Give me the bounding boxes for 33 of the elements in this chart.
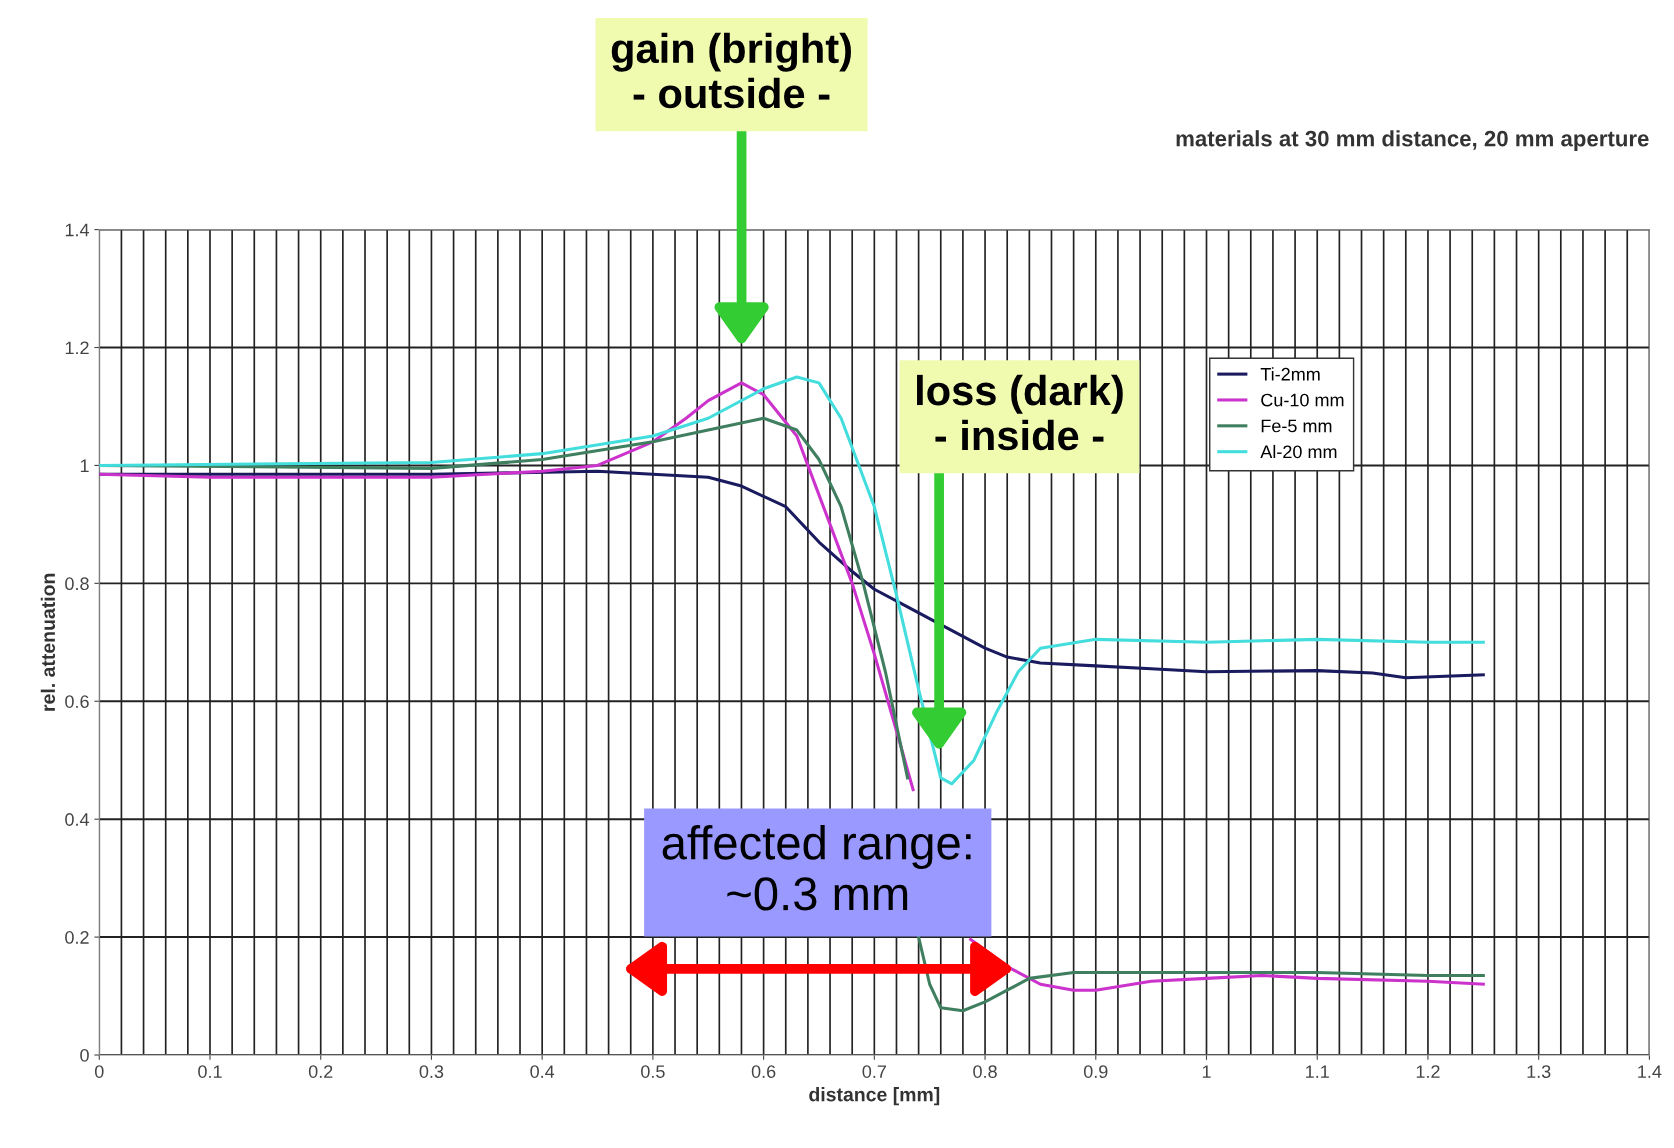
y-tick-label: 0.2 bbox=[65, 931, 89, 944]
x-tick-label: 0.4 bbox=[530, 1065, 555, 1078]
x-tick-label: 0.5 bbox=[641, 1065, 665, 1078]
y-tick-label: 0.6 bbox=[65, 695, 89, 708]
x-tick-label: 0 bbox=[94, 1065, 104, 1078]
legend-label: Al-20 mm bbox=[1260, 444, 1337, 459]
chart-title: materials at 30 mm distance, 20 mm aperture bbox=[1176, 130, 1649, 151]
x-tick-label: 1.1 bbox=[1306, 1065, 1329, 1078]
x-tick-label: 1 bbox=[1202, 1065, 1211, 1078]
x-tick-label: 0.6 bbox=[751, 1065, 776, 1078]
text: gain (bright) - outside - bbox=[611, 32, 851, 109]
x-tick-label: 1.2 bbox=[1416, 1065, 1440, 1078]
x-tick-label: 0.3 bbox=[419, 1065, 444, 1078]
annotation: loss (dark) - inside - bbox=[917, 374, 1123, 451]
y-tick-label: 0 bbox=[80, 1048, 89, 1062]
y-tick-label: 1.4 bbox=[65, 223, 90, 237]
y-axis-title: rel. attenuation bbox=[40, 573, 56, 711]
x-tick-label: 1.3 bbox=[1527, 1065, 1551, 1078]
x-tick-label: 1.4 bbox=[1638, 1065, 1662, 1078]
legend-label: Fe-5 mm bbox=[1261, 419, 1332, 433]
x-tick-label: 0.8 bbox=[973, 1065, 997, 1078]
x-axis-title: distance [mm] bbox=[809, 1087, 940, 1106]
y-tick-label: 1 bbox=[80, 459, 89, 472]
x-tick-label: 0.1 bbox=[198, 1065, 222, 1078]
x-tick-label: 0.2 bbox=[308, 1065, 333, 1078]
y-tick-label: 0.8 bbox=[65, 577, 89, 591]
legend-label: Cu-10 mm bbox=[1261, 393, 1344, 407]
y-tick-label: 1.2 bbox=[65, 341, 89, 355]
x-tick-label: 0.9 bbox=[1083, 1065, 1108, 1078]
legend-label: Ti-2mm bbox=[1260, 367, 1320, 381]
y-tick-label: 0.4 bbox=[65, 813, 90, 826]
x-tick-label: 0.7 bbox=[862, 1065, 886, 1078]
annotation: affected range: ~0.3 mm bbox=[662, 825, 971, 911]
